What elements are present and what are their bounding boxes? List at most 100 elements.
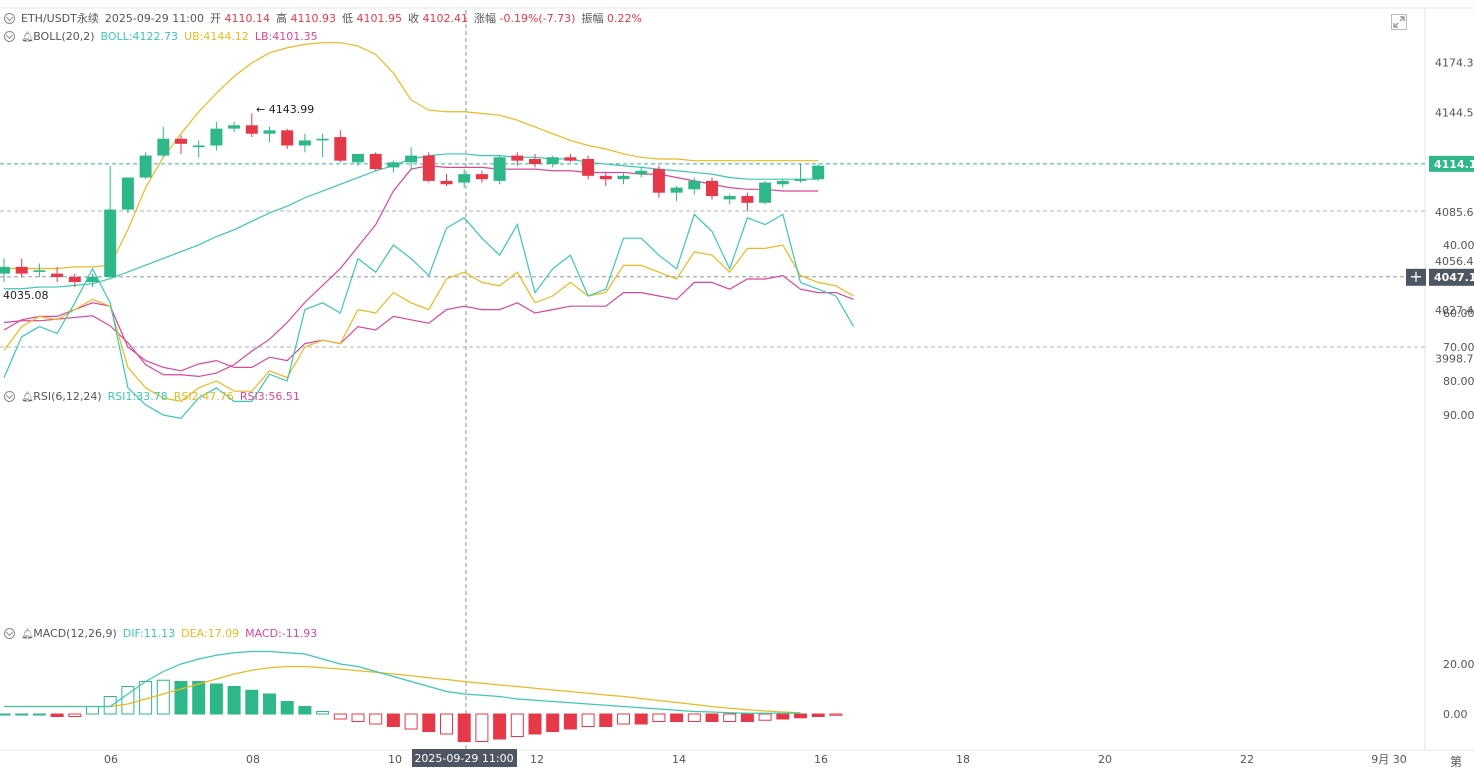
macd-bar: [546, 713, 560, 732]
macd-tick-label: 0.00: [1443, 708, 1468, 721]
macd-bar: [209, 683, 223, 715]
macd-bar: [493, 713, 507, 740]
candle-body: [210, 128, 223, 146]
rsi-tick-label: 80.00: [1443, 375, 1474, 388]
candle-body: [139, 155, 152, 178]
candle-body: [511, 155, 524, 161]
candle-body: [440, 180, 453, 185]
candle-body: [564, 157, 577, 161]
candle-body: [157, 138, 170, 156]
candle-body: [776, 180, 789, 185]
price-tick-label: 3998.7: [1435, 352, 1474, 365]
current-price-label: 4114.1: [1434, 158, 1474, 171]
macd-bar: [316, 711, 330, 715]
macd-bar: [811, 713, 825, 717]
macd-bar: [333, 713, 347, 720]
macd-bar: [758, 713, 772, 721]
candle-body: [723, 196, 736, 200]
candle-body: [670, 187, 683, 193]
macd-bar: [740, 713, 754, 722]
boll-mid-value: BOLL:4122.73: [100, 29, 179, 43]
rsi-tick-label: 60.00: [1443, 307, 1474, 320]
macd-bar: [794, 713, 807, 719]
macd-bar: [687, 713, 701, 722]
price-tick-label: 4174.3: [1435, 56, 1474, 69]
rsi-tick-label: 40.00: [1443, 239, 1474, 252]
candle-body: [298, 140, 311, 146]
bell-icon[interactable]: 🔔︎: [21, 31, 34, 43]
macd-bar: [68, 713, 82, 717]
chevron-circle-icon[interactable]: [4, 12, 15, 24]
rsi3-line: [3, 274, 854, 372]
macd-bar: [263, 693, 276, 715]
price-tick-label: 4056.4: [1435, 255, 1474, 268]
rsi-legend: 🔔︎ RSI(6,12,24) RSI1:33.78 RSI2:47.76 RS…: [4, 388, 300, 404]
macd-bar: [32, 713, 46, 716]
close-value: 4102.41: [422, 12, 469, 25]
crosshair-price-label: 4047.1: [1434, 271, 1474, 284]
rsi-name: RSI(6,12,24): [33, 389, 102, 403]
candle-body: [546, 157, 559, 165]
open-label: 开: [210, 12, 221, 25]
macd-bar: [15, 713, 29, 716]
candle-body: [582, 158, 595, 176]
macd-bar: [599, 713, 613, 727]
crosshair-time-label: 2025-09-29 11:00: [414, 752, 513, 765]
macd-bar: [404, 713, 418, 730]
macd-tick-label: 20.00: [1443, 658, 1474, 671]
high-annotation: ← 4143.99: [256, 103, 314, 116]
bell-icon[interactable]: 🔔︎: [21, 391, 34, 403]
rsi1-value: RSI1:33.78: [107, 389, 168, 403]
candle-body: [192, 145, 205, 148]
candle-body: [652, 169, 665, 193]
macd-bar: [121, 686, 135, 715]
candle-body: [759, 182, 772, 203]
boll-ub-line: [4, 42, 819, 270]
candle-body: [104, 209, 117, 277]
time-tick-label: 12: [530, 753, 544, 766]
macd-bar: [617, 713, 630, 725]
macd-bar: [386, 713, 400, 727]
macd-bar: [103, 696, 117, 715]
macd-bar: [298, 706, 312, 715]
chevron-circle-icon[interactable]: [4, 627, 15, 639]
candle-body: [422, 155, 435, 181]
low-value: 4101.95: [356, 12, 403, 25]
macd-bar: [369, 713, 383, 725]
macd-value: MACD:-11.93: [245, 626, 318, 640]
rsi-tick-label: 70.00: [1443, 341, 1474, 354]
bell-icon[interactable]: 🔔︎: [21, 628, 34, 640]
symbol-label: ETH/USDT永续: [21, 12, 99, 25]
macd-bar: [652, 713, 666, 722]
candle-body: [741, 196, 754, 203]
chevron-circle-icon[interactable]: [4, 390, 15, 402]
candle-body: [635, 170, 648, 175]
macd-bar: [705, 713, 719, 722]
plus-icon-glyph: [1411, 271, 1421, 282]
candle-body: [812, 165, 825, 180]
macd-bar: [528, 713, 542, 735]
time-tick-label: 9月 30: [1371, 753, 1407, 766]
high-value: 4110.93: [290, 12, 337, 25]
macd-bar: [457, 713, 471, 742]
boll-mid-line: [4, 153, 819, 290]
candle-body: [228, 125, 241, 129]
macd-bar: [670, 713, 684, 722]
crosshair-price-badge: [1429, 268, 1474, 286]
candle-body: [51, 273, 64, 277]
macd-legend: 🔔︎ MACD(12,26,9) DIF:11.13 DEA:17.09 MAC…: [4, 625, 317, 641]
candle-body: [387, 162, 400, 168]
candle-body: [706, 180, 718, 197]
macd-bar: [86, 706, 99, 715]
ohlc-legend: ETH/USDT永续 2025-09-29 11:00 开 4110.14 高 …: [4, 10, 642, 26]
boll-ub-value: UB:4144.12: [184, 29, 249, 43]
candle-body: [281, 130, 294, 146]
candle-body: [121, 177, 134, 210]
macd-bar: [192, 681, 206, 715]
price-tick-label: 4144.5: [1435, 107, 1474, 120]
rsi2-value: RSI2:47.76: [173, 389, 234, 403]
boll-lb-value: LB:4101.35: [254, 29, 318, 43]
chevron-circle-icon[interactable]: [4, 30, 15, 42]
fullscreen-icon[interactable]: [1391, 14, 1407, 30]
